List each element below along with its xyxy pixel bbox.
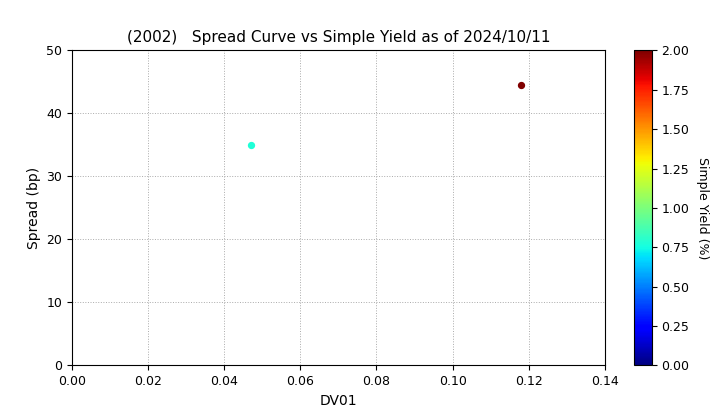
Y-axis label: Spread (bp): Spread (bp): [27, 167, 41, 249]
X-axis label: DV01: DV01: [320, 394, 357, 408]
Y-axis label: Simple Yield (%): Simple Yield (%): [696, 157, 708, 259]
Title: (2002)   Spread Curve vs Simple Yield as of 2024/10/11: (2002) Spread Curve vs Simple Yield as o…: [127, 30, 550, 45]
Point: [245, 142, 256, 148]
Point: [516, 81, 527, 88]
